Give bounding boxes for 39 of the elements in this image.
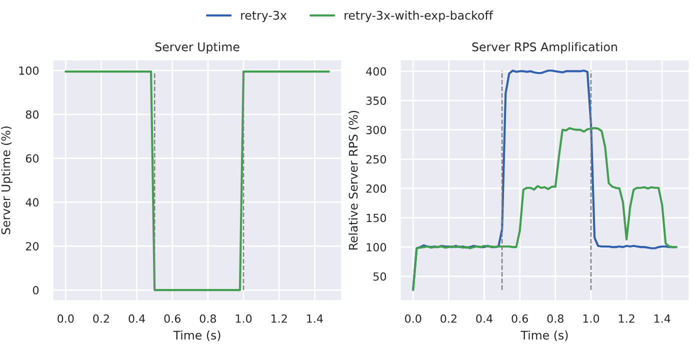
x-tick-label: 1.4 [307, 314, 323, 323]
x-tick-label: 1.0 [236, 314, 252, 323]
y-tick-label: 100 [366, 243, 386, 252]
x-tick-label: 1.2 [271, 314, 287, 323]
x-tick-label: 1.2 [618, 314, 634, 323]
x-tick-label: 1.4 [654, 314, 670, 323]
x-tick-label: 0.2 [440, 314, 456, 323]
y-tick-label: 150 [366, 214, 386, 222]
y-tick-label: 0 [32, 286, 39, 294]
line-series [412, 127, 678, 291]
x-tick-label: 0.4 [476, 314, 492, 323]
legend-label: retry-3x-with-exp-backoff [344, 10, 494, 22]
chart-title: Server Uptime [155, 42, 240, 54]
y-tick-label: 350 [366, 96, 386, 105]
y-tick-label: 300 [366, 126, 386, 134]
y-axis-title: Relative Server RPS (%) [348, 110, 360, 250]
x-tick-label: 0.6 [512, 314, 528, 323]
y-tick-label: 250 [366, 155, 386, 164]
y-tick-label: 400 [366, 67, 386, 76]
legend-label: retry-3x [241, 10, 287, 22]
x-tick-label: 0.8 [547, 314, 564, 323]
x-axis-title: Time (s) [520, 330, 568, 342]
x-axis-title: Time (s) [173, 330, 220, 342]
y-tick-label: 50 [373, 272, 386, 281]
y-tick-label: 200 [366, 184, 386, 193]
x-tick-label: 0.8 [200, 314, 216, 323]
x-tick-label: 0.6 [164, 314, 181, 323]
x-tick-label: 0.0 [58, 314, 74, 323]
y-tick-label: 60 [26, 154, 39, 163]
x-tick-label: 0.4 [128, 314, 146, 323]
x-tick-label: 1.0 [583, 314, 600, 323]
y-tick-label: 80 [26, 110, 39, 119]
y-tick-label: 40 [26, 198, 39, 207]
y-axis-title: Server Uptime (%) [1, 126, 13, 234]
x-tick-label: 0.0 [405, 314, 422, 323]
y-tick-label: 20 [26, 242, 39, 250]
chart-title: Server RPS Amplification [472, 42, 617, 54]
x-tick-label: 0.2 [93, 314, 109, 323]
y-tick-label: 100 [19, 66, 39, 75]
